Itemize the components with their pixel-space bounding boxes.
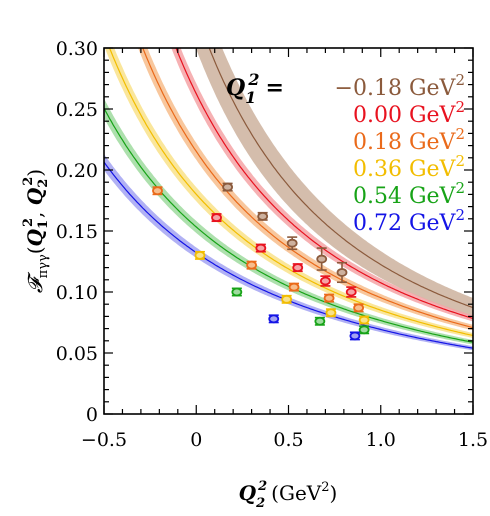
marker — [319, 276, 331, 286]
legend-entry-0-36-GeV-2: 0.36 GeV2 — [353, 152, 465, 182]
data-point — [152, 186, 163, 196]
marker — [152, 186, 163, 196]
data-point — [288, 282, 300, 292]
x-tick-label: 1.0 — [366, 429, 396, 451]
marker — [349, 331, 361, 341]
marker — [345, 287, 357, 297]
x-tick-label: 1.5 — [458, 429, 488, 451]
marker — [314, 316, 326, 326]
marker — [286, 238, 298, 248]
y-axis-label: 𝓕πγγ(Q12, Q22) — [21, 169, 51, 293]
error-band--0-18-GeV-2 — [195, 48, 473, 318]
data-point — [353, 303, 365, 313]
data-point — [222, 182, 234, 192]
data-point — [246, 260, 258, 270]
marker — [323, 293, 335, 303]
legend-entry--0-18-GeV-2: −0.18 GeV2 — [335, 71, 465, 101]
data-point — [316, 247, 328, 271]
x-tick-label: 0.5 — [273, 429, 303, 451]
data-point — [257, 211, 269, 221]
y-tick-label: 0.05 — [56, 343, 98, 365]
marker — [255, 243, 267, 253]
data-point — [336, 261, 348, 284]
data-point — [358, 315, 370, 325]
marker — [292, 263, 304, 273]
marker — [325, 308, 337, 318]
data-point — [323, 293, 335, 303]
marker — [231, 287, 243, 297]
marker — [288, 282, 300, 292]
data-point — [345, 286, 357, 298]
marker — [358, 315, 370, 325]
marker — [222, 182, 234, 192]
data-point — [292, 263, 304, 273]
marker — [257, 211, 269, 221]
marker — [246, 260, 258, 270]
data-point — [325, 308, 337, 318]
marker — [316, 254, 328, 264]
y-tick-label: 0.30 — [56, 38, 98, 60]
data-point — [281, 294, 293, 304]
data-point — [268, 314, 280, 324]
legend-entry-0-72-GeV-2: 0.72 GeV2 — [353, 206, 465, 236]
marker — [353, 303, 365, 313]
marker — [268, 314, 280, 324]
legend-entry-0-18-GeV-2: 0.18 GeV2 — [353, 125, 465, 155]
data-point — [255, 243, 267, 253]
legend-entry-0-54-GeV-2: 0.54 GeV2 — [353, 179, 465, 209]
data-point — [231, 287, 243, 297]
marker — [281, 294, 293, 304]
data-point — [286, 236, 298, 251]
marker — [194, 250, 206, 260]
data-point — [211, 213, 222, 223]
y-tick-label: 0 — [86, 404, 98, 426]
marker — [358, 325, 370, 335]
fit-line--0-18-GeV-2 — [208, 48, 473, 309]
fit-line-0-18-GeV-2 — [142, 48, 473, 329]
marker — [336, 268, 348, 277]
y-tick-label: 0.10 — [56, 282, 98, 304]
y-tick-label: 0.25 — [56, 99, 98, 121]
data-point — [358, 325, 370, 335]
fit-line-0-54-GeV-2 — [104, 107, 473, 343]
data-point — [319, 275, 331, 287]
legend-entry-0-00-GeV-2: 0.00 GeV2 — [353, 98, 465, 128]
x-axis-label: Q22 (GeV2) — [239, 479, 338, 511]
data-point — [194, 250, 206, 260]
y-tick-label: 0.15 — [56, 221, 98, 243]
y-tick-label: 0.20 — [56, 160, 98, 182]
fit-line-0-00-GeV-2 — [175, 48, 473, 319]
data-point — [314, 316, 326, 326]
legend-title: Q12 = — [226, 70, 284, 107]
data-point — [349, 331, 361, 341]
x-tick-label: −0.5 — [81, 429, 127, 451]
x-tick-label: 0 — [190, 429, 202, 451]
fit-line-0-36-GeV-2 — [108, 48, 473, 337]
marker — [211, 213, 222, 222]
